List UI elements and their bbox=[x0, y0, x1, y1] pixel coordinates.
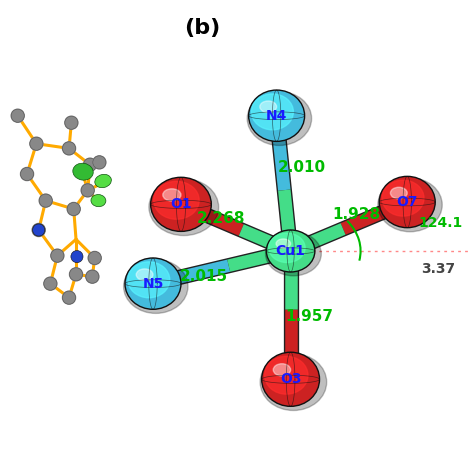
Circle shape bbox=[72, 207, 76, 211]
Ellipse shape bbox=[266, 230, 315, 272]
Circle shape bbox=[16, 113, 20, 118]
Circle shape bbox=[67, 146, 71, 151]
Circle shape bbox=[35, 226, 43, 234]
Circle shape bbox=[88, 163, 92, 167]
Ellipse shape bbox=[378, 178, 442, 232]
Text: O1: O1 bbox=[170, 197, 192, 211]
Ellipse shape bbox=[262, 352, 319, 406]
Ellipse shape bbox=[149, 179, 219, 236]
Text: 3.37: 3.37 bbox=[421, 262, 456, 276]
Circle shape bbox=[11, 109, 24, 122]
Circle shape bbox=[41, 196, 50, 205]
Text: 2.268: 2.268 bbox=[196, 211, 245, 226]
Ellipse shape bbox=[276, 239, 291, 248]
Circle shape bbox=[88, 273, 97, 281]
Text: 124.1: 124.1 bbox=[419, 216, 463, 230]
Ellipse shape bbox=[382, 180, 424, 216]
Text: 1.957: 1.957 bbox=[285, 309, 333, 324]
Circle shape bbox=[44, 277, 57, 290]
Ellipse shape bbox=[273, 364, 291, 376]
Ellipse shape bbox=[247, 91, 311, 146]
Ellipse shape bbox=[91, 194, 106, 207]
Circle shape bbox=[65, 144, 73, 153]
Ellipse shape bbox=[163, 189, 181, 201]
Circle shape bbox=[85, 188, 90, 192]
Text: (b): (b) bbox=[184, 18, 220, 38]
Ellipse shape bbox=[125, 258, 181, 310]
Circle shape bbox=[63, 142, 75, 155]
Circle shape bbox=[53, 251, 62, 260]
Circle shape bbox=[32, 223, 45, 237]
Ellipse shape bbox=[260, 101, 277, 112]
Circle shape bbox=[86, 270, 99, 283]
Text: O3: O3 bbox=[280, 372, 301, 386]
Text: 2.010: 2.010 bbox=[278, 160, 326, 174]
Circle shape bbox=[70, 205, 78, 213]
Circle shape bbox=[81, 184, 94, 197]
Ellipse shape bbox=[151, 177, 211, 231]
Circle shape bbox=[51, 249, 64, 262]
Circle shape bbox=[74, 272, 78, 277]
Circle shape bbox=[90, 274, 95, 279]
Ellipse shape bbox=[264, 356, 308, 394]
Ellipse shape bbox=[249, 90, 305, 141]
Circle shape bbox=[83, 186, 92, 195]
Circle shape bbox=[95, 158, 104, 166]
Circle shape bbox=[67, 295, 71, 300]
Circle shape bbox=[93, 156, 106, 169]
Ellipse shape bbox=[260, 354, 327, 410]
Circle shape bbox=[69, 120, 73, 125]
Circle shape bbox=[25, 172, 29, 176]
Circle shape bbox=[71, 251, 83, 263]
Circle shape bbox=[86, 161, 94, 169]
Ellipse shape bbox=[73, 163, 93, 180]
Circle shape bbox=[70, 268, 82, 281]
Circle shape bbox=[23, 170, 31, 178]
Circle shape bbox=[91, 254, 99, 262]
Circle shape bbox=[44, 198, 48, 203]
Circle shape bbox=[72, 270, 80, 279]
Circle shape bbox=[55, 254, 60, 258]
Ellipse shape bbox=[136, 269, 153, 281]
Circle shape bbox=[32, 139, 41, 148]
Text: N4: N4 bbox=[266, 109, 287, 123]
Circle shape bbox=[34, 141, 39, 146]
Ellipse shape bbox=[154, 182, 199, 219]
Ellipse shape bbox=[124, 259, 188, 313]
Text: 1.928: 1.928 bbox=[332, 207, 380, 222]
Circle shape bbox=[67, 202, 80, 216]
Circle shape bbox=[20, 167, 34, 181]
Ellipse shape bbox=[95, 174, 111, 188]
Circle shape bbox=[30, 137, 43, 150]
Circle shape bbox=[92, 255, 97, 260]
Circle shape bbox=[65, 293, 73, 302]
Ellipse shape bbox=[379, 176, 435, 228]
Circle shape bbox=[63, 291, 75, 304]
Text: O7: O7 bbox=[396, 195, 418, 209]
Ellipse shape bbox=[265, 232, 321, 276]
Text: N5: N5 bbox=[142, 277, 164, 291]
Circle shape bbox=[48, 282, 53, 286]
Circle shape bbox=[88, 252, 101, 264]
Ellipse shape bbox=[128, 262, 170, 298]
Circle shape bbox=[36, 228, 41, 232]
Circle shape bbox=[13, 111, 22, 120]
Circle shape bbox=[39, 194, 52, 207]
Circle shape bbox=[46, 279, 55, 288]
Circle shape bbox=[67, 118, 76, 127]
Ellipse shape bbox=[269, 233, 305, 263]
Text: 2.015: 2.015 bbox=[180, 269, 228, 284]
Ellipse shape bbox=[391, 187, 407, 199]
Circle shape bbox=[97, 160, 101, 164]
Text: Cu1: Cu1 bbox=[276, 244, 306, 258]
Ellipse shape bbox=[251, 94, 293, 130]
Circle shape bbox=[65, 116, 78, 129]
Circle shape bbox=[33, 224, 45, 236]
Circle shape bbox=[83, 158, 97, 171]
